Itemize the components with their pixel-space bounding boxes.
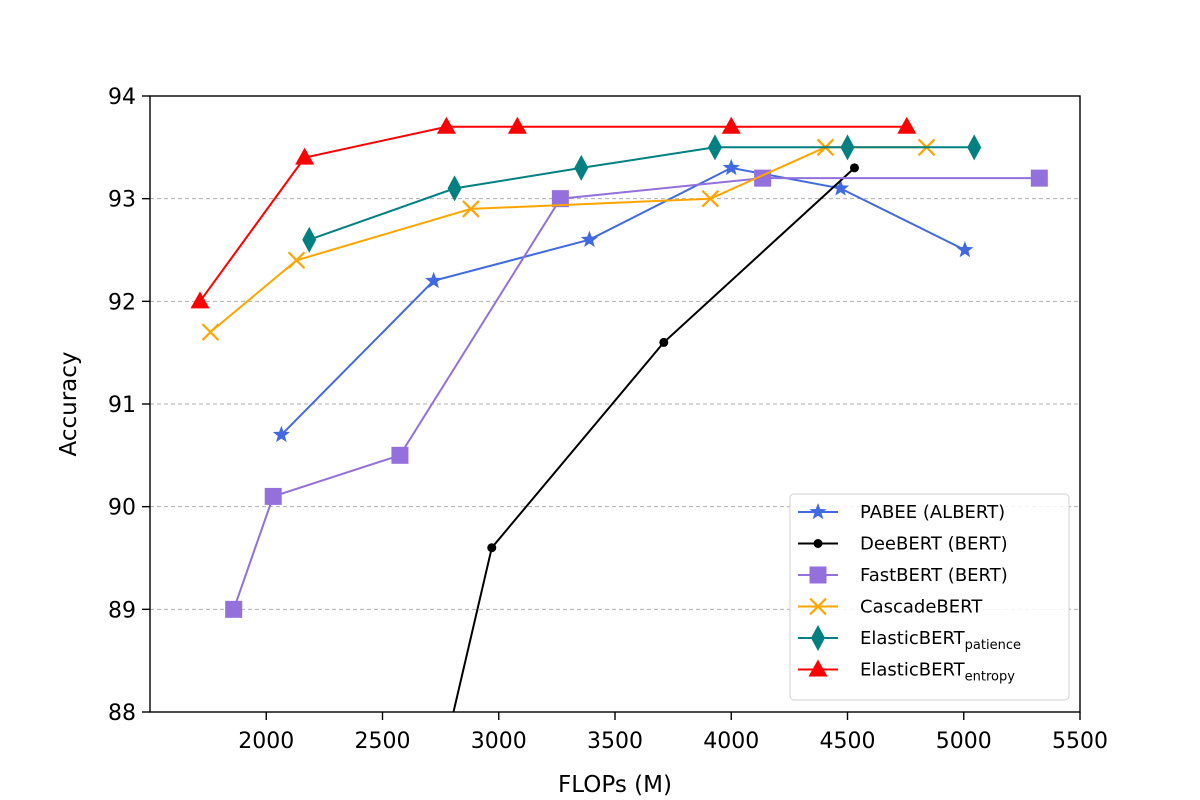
data-point — [580, 230, 598, 248]
y-tick-label: 92 — [108, 290, 136, 315]
data-point — [264, 487, 282, 505]
data-point — [831, 179, 850, 196]
data-point — [302, 226, 317, 253]
x-axis-title: FLOPs (M) — [558, 772, 672, 798]
x-tick-label: 5000 — [936, 729, 992, 754]
legend-entry-0: PABEE (ALBERT) — [798, 502, 1005, 523]
data-point — [447, 175, 462, 202]
series-line — [452, 167, 856, 712]
legend-label: FastBERT (BERT) — [860, 565, 1008, 586]
series-line — [308, 146, 975, 241]
series-line — [232, 177, 1040, 610]
data-point — [840, 134, 855, 161]
legend-marker — [809, 566, 827, 584]
legend-entry-5: ElasticBERTentropy — [798, 659, 1015, 685]
series-line — [199, 125, 907, 302]
data-point — [721, 116, 741, 134]
legend-label: CascadeBERT — [860, 597, 983, 618]
x-tick-label: 2500 — [355, 729, 411, 754]
x-tick-label: 3500 — [587, 729, 643, 754]
series-2 — [225, 169, 1048, 618]
data-point — [487, 543, 497, 553]
data-point — [1030, 169, 1048, 187]
data-point — [849, 163, 859, 173]
data-point — [272, 425, 290, 443]
data-point — [956, 241, 974, 258]
y-tick-label: 90 — [108, 496, 136, 521]
series-1 — [452, 163, 859, 712]
legend-marker — [808, 659, 828, 677]
legend-label: PABEE (ALBERT) — [860, 502, 1005, 523]
x-tick-label: 3000 — [471, 729, 527, 754]
y-axis-title: Accuracy — [56, 351, 82, 456]
data-point — [701, 189, 720, 208]
y-tick-label: 91 — [108, 393, 136, 418]
data-point — [967, 134, 982, 161]
data-point — [507, 116, 527, 134]
data-point — [436, 116, 456, 134]
x-tick-label: 5500 — [1052, 729, 1108, 754]
data-point — [295, 147, 315, 165]
x-tick-label: 4000 — [703, 729, 759, 754]
series-4 — [302, 134, 982, 253]
legend-entry-1: DeeBERT (BERT) — [798, 534, 1008, 555]
legend-entry-4: ElasticBERTpatience — [798, 625, 1021, 653]
legend-label: ElasticBERTpatience — [860, 628, 1021, 653]
legend-label: DeeBERT (BERT) — [860, 534, 1008, 555]
data-point — [190, 291, 210, 309]
y-tick-label: 93 — [108, 188, 136, 213]
data-point — [425, 271, 443, 289]
data-point — [201, 323, 220, 341]
legend-entry-2: FastBERT (BERT) — [798, 565, 1008, 586]
data-point — [659, 337, 669, 347]
y-tick-label: 88 — [108, 701, 136, 726]
series-5 — [190, 116, 917, 309]
gridlines — [150, 198, 1080, 610]
legend-marker — [809, 503, 827, 520]
legend-entry-3: CascadeBERT — [798, 597, 983, 618]
series-line — [280, 166, 966, 436]
legend-marker — [811, 625, 825, 651]
x-tick-label: 2000 — [238, 729, 294, 754]
legend-marker — [813, 539, 823, 548]
legend-label: ElasticBERTentropy — [860, 660, 1015, 685]
data-point — [287, 251, 306, 270]
x-tick-label: 4500 — [820, 729, 876, 754]
legend: PABEE (ALBERT) DeeBERT (BERT) FastBERT (BE… — [789, 493, 1070, 701]
data-point — [462, 200, 480, 218]
data-point — [225, 600, 243, 618]
legend-box — [789, 493, 1070, 701]
data-point — [391, 446, 409, 464]
series-layer — [190, 116, 1048, 712]
legend-marker — [809, 597, 827, 616]
data-point — [722, 158, 740, 176]
y-tick-label: 89 — [108, 598, 136, 623]
axis-ticks: 88 89 90 91 92 93 94 2000 2500 3000 3500 4000 4500 50… — [108, 85, 1108, 754]
data-point — [574, 154, 589, 181]
series-0 — [272, 158, 974, 443]
data-point — [707, 134, 722, 161]
data-point — [551, 190, 569, 208]
data-point — [897, 116, 917, 134]
y-tick-label: 94 — [108, 85, 136, 110]
